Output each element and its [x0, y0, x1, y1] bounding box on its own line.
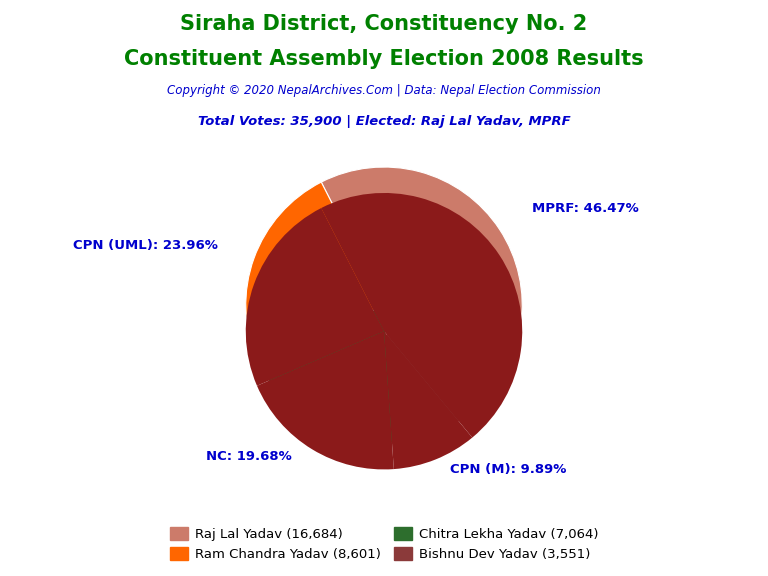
Text: Siraha District, Constituency No. 2: Siraha District, Constituency No. 2	[180, 14, 588, 35]
Wedge shape	[257, 331, 394, 469]
Text: MPRF: 46.47%: MPRF: 46.47%	[531, 202, 638, 214]
Wedge shape	[384, 331, 472, 469]
Wedge shape	[384, 305, 472, 443]
Wedge shape	[246, 208, 384, 386]
Text: CPN (UML): 23.96%: CPN (UML): 23.96%	[73, 238, 217, 252]
Text: Total Votes: 35,900 | Elected: Raj Lal Yadav, MPRF: Total Votes: 35,900 | Elected: Raj Lal Y…	[197, 115, 571, 128]
Legend: Raj Lal Yadav (16,684), Ram Chandra Yadav (8,601), Chitra Lekha Yadav (7,064), B: Raj Lal Yadav (16,684), Ram Chandra Yada…	[164, 522, 604, 567]
Text: CPN (M): 9.89%: CPN (M): 9.89%	[450, 463, 566, 476]
Text: Copyright © 2020 NepalArchives.Com | Data: Nepal Election Commission: Copyright © 2020 NepalArchives.Com | Dat…	[167, 84, 601, 97]
Wedge shape	[321, 193, 522, 438]
Text: NC: 19.68%: NC: 19.68%	[207, 450, 292, 463]
Wedge shape	[246, 182, 384, 360]
Wedge shape	[321, 167, 522, 412]
Wedge shape	[257, 305, 394, 444]
Text: Constituent Assembly Election 2008 Results: Constituent Assembly Election 2008 Resul…	[124, 49, 644, 69]
